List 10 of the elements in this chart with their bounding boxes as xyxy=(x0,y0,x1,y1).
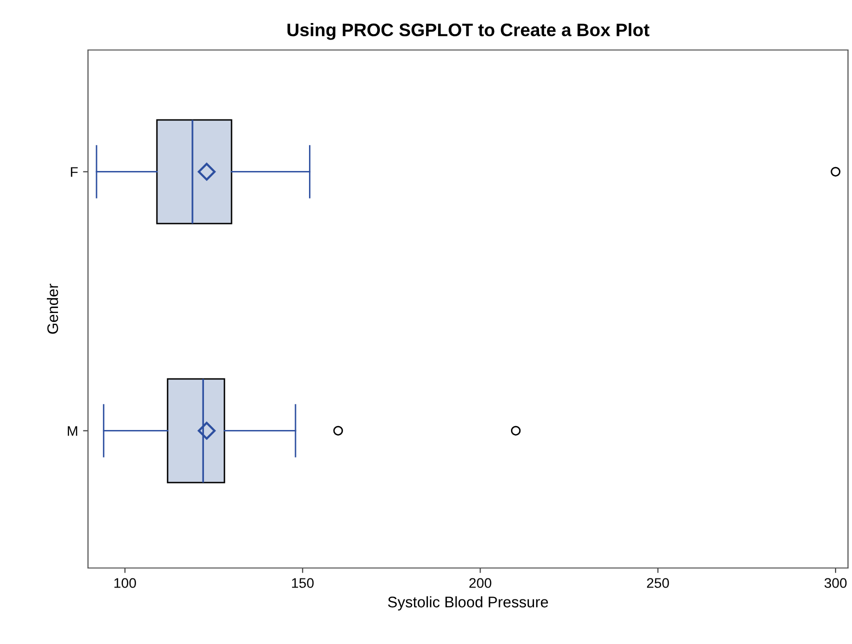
y-tick-label: F xyxy=(70,167,78,177)
y-tick-label: M xyxy=(68,426,78,436)
x-axis-title: Systolic Blood Pressure xyxy=(388,596,548,610)
x-tick-label: 150 xyxy=(292,578,314,588)
chart-title: Using PROC SGPLOT to Create a Box Plot xyxy=(288,23,650,40)
y-axis-title: Gender xyxy=(46,284,58,334)
x-tick-label: 200 xyxy=(469,578,492,588)
x-tick-label: 300 xyxy=(824,578,847,588)
x-tick-label: 250 xyxy=(647,578,669,588)
x-tick-label: 100 xyxy=(114,578,136,588)
